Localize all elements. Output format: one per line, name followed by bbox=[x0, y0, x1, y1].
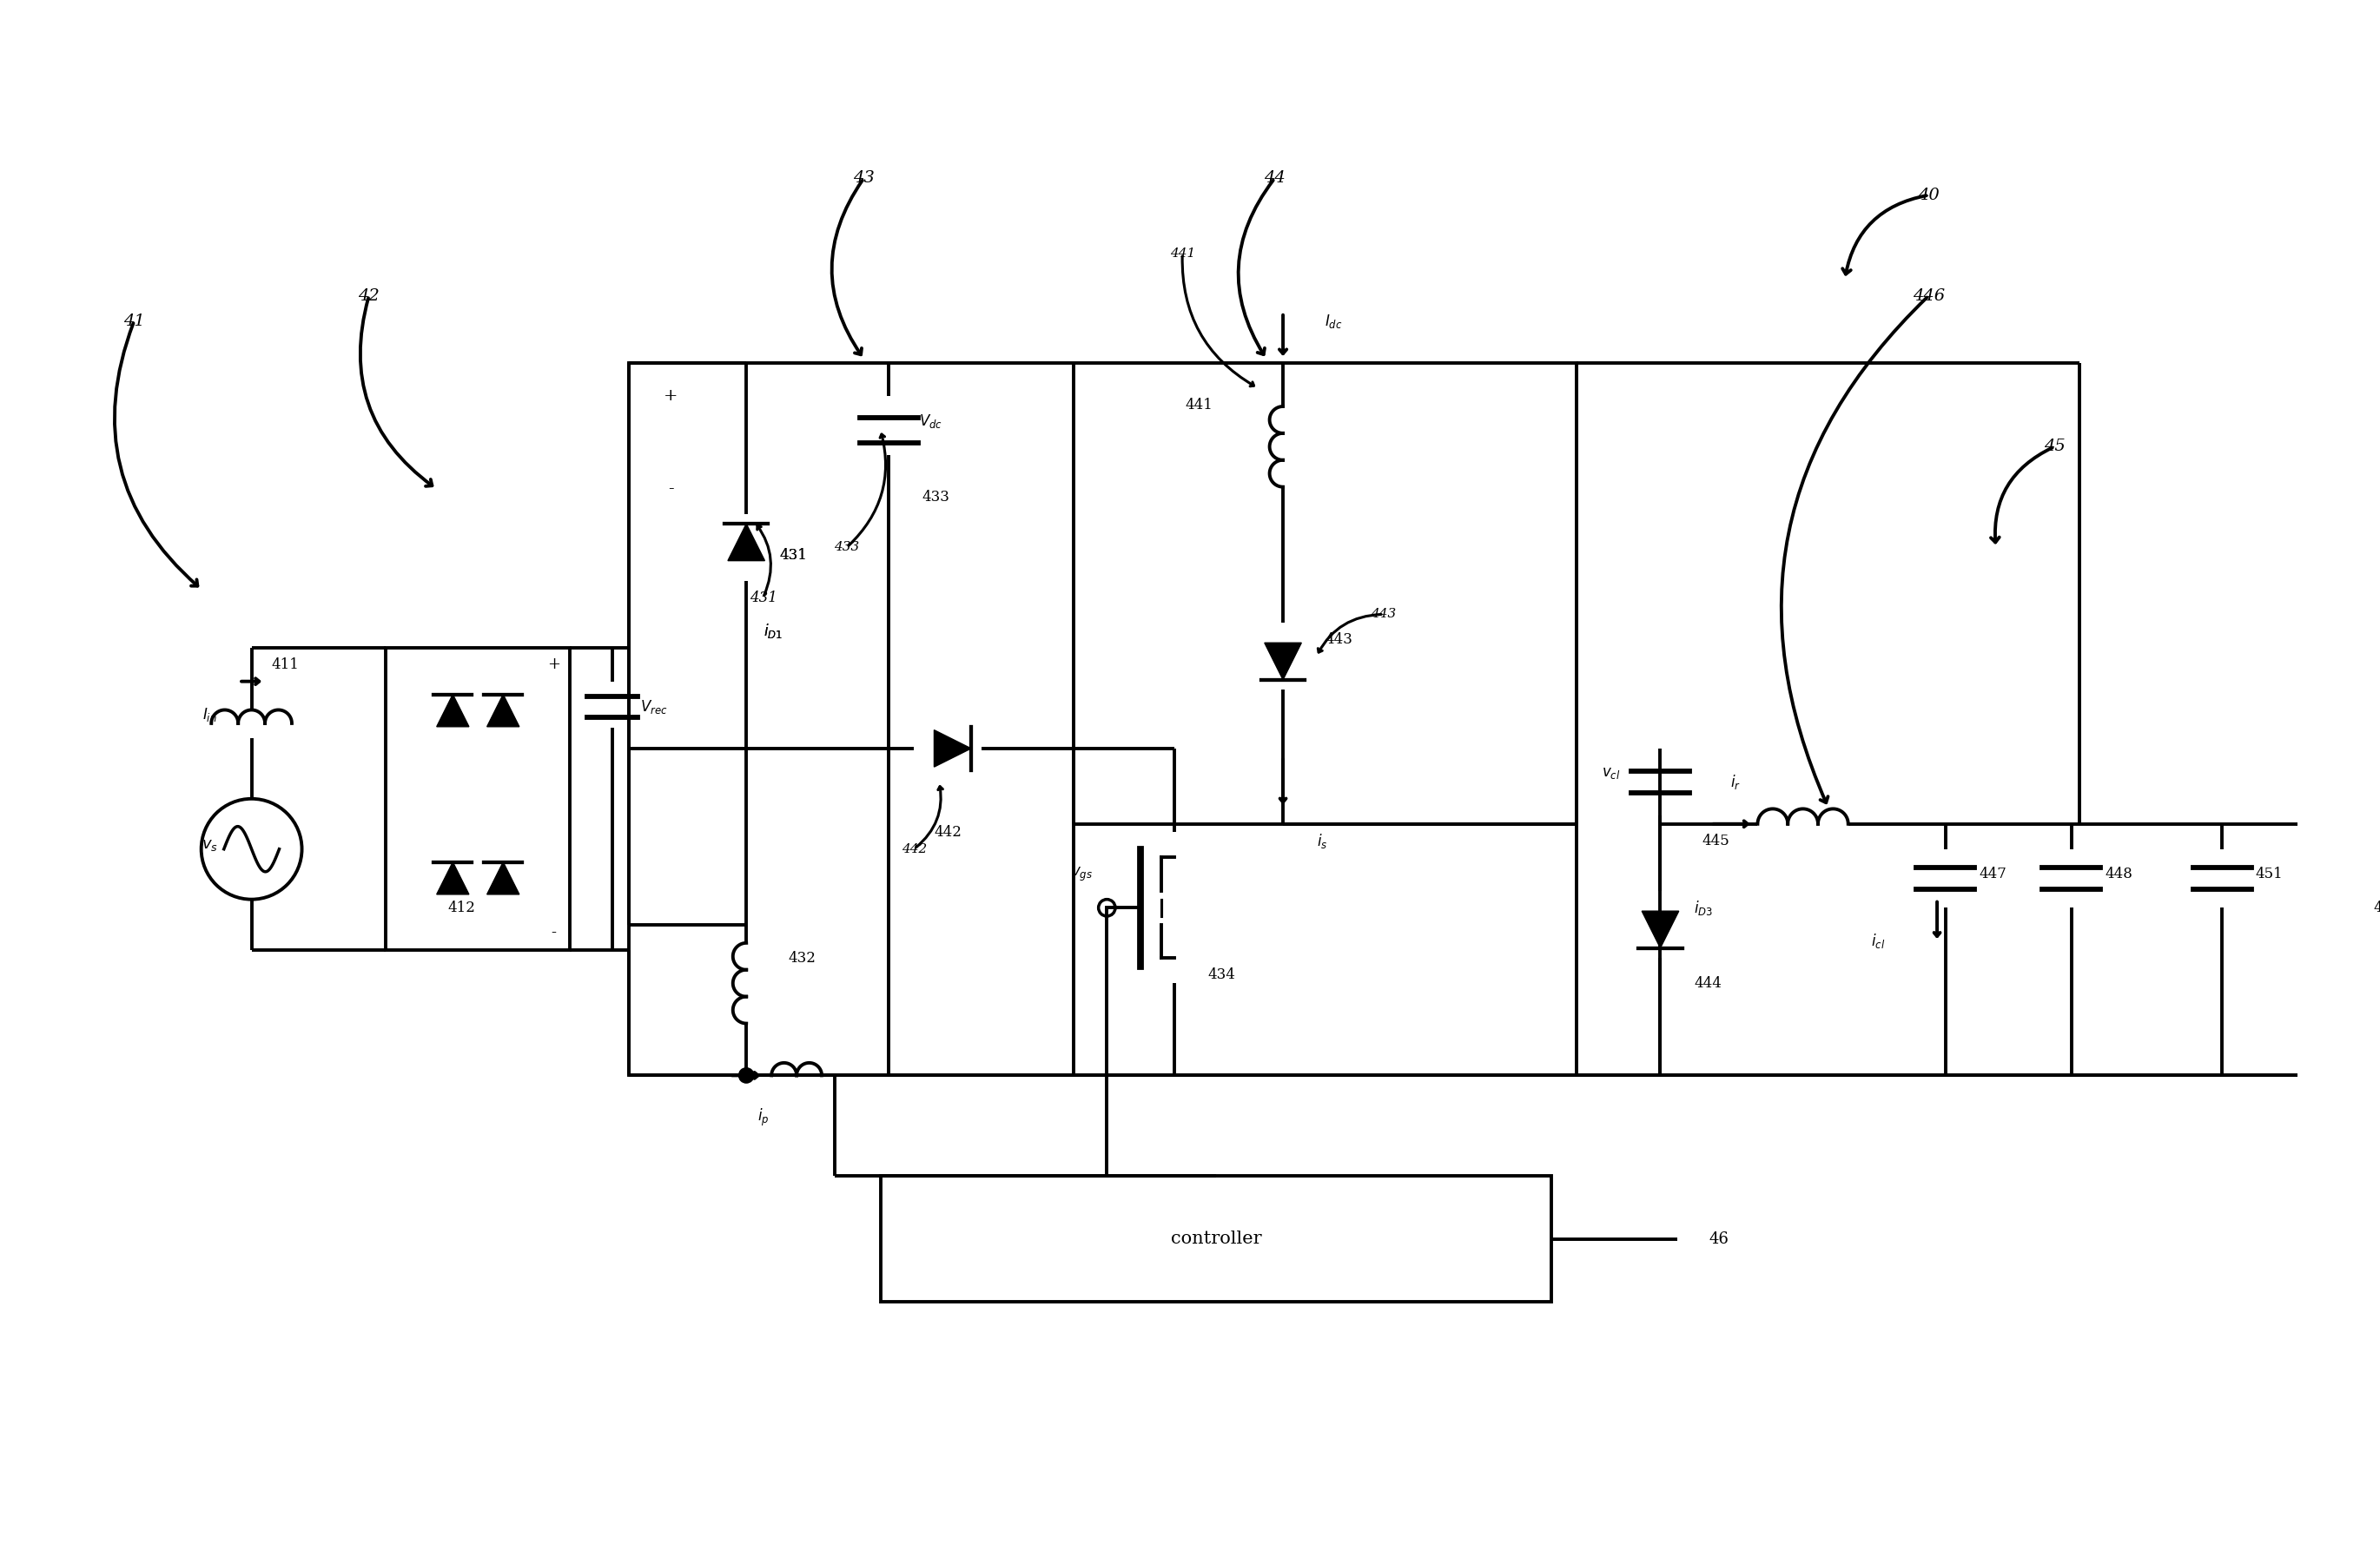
Text: $i_{D1}$: $i_{D1}$ bbox=[764, 622, 783, 640]
Text: $i_{D3}$: $i_{D3}$ bbox=[1695, 899, 1714, 917]
Text: 445: 445 bbox=[1702, 834, 1730, 848]
Text: $v_s$: $v_s$ bbox=[202, 837, 219, 852]
Text: 441: 441 bbox=[1169, 247, 1195, 260]
Text: 448: 448 bbox=[2104, 866, 2132, 882]
Circle shape bbox=[738, 1068, 754, 1082]
Text: 444: 444 bbox=[1695, 976, 1721, 990]
Text: +: + bbox=[547, 657, 559, 673]
Text: $i_p$: $i_p$ bbox=[757, 1107, 769, 1128]
Text: 442: 442 bbox=[933, 824, 962, 840]
Text: $I_{dc}$: $I_{dc}$ bbox=[1326, 313, 1342, 330]
Text: 44: 44 bbox=[1264, 170, 1285, 186]
Text: 46: 46 bbox=[1709, 1231, 1728, 1247]
Bar bbox=[386, 647, 571, 949]
Text: -: - bbox=[669, 480, 674, 496]
Text: 45: 45 bbox=[2044, 439, 2066, 455]
Polygon shape bbox=[728, 524, 764, 560]
Text: $i_{D1}$: $i_{D1}$ bbox=[764, 622, 783, 640]
Polygon shape bbox=[436, 694, 469, 727]
Polygon shape bbox=[488, 862, 519, 895]
Text: $i_{cl}$: $i_{cl}$ bbox=[1871, 932, 1885, 951]
Text: 447: 447 bbox=[1980, 866, 2006, 882]
Text: 441: 441 bbox=[1185, 397, 1214, 413]
Polygon shape bbox=[1642, 912, 1678, 948]
Text: 451: 451 bbox=[2256, 866, 2282, 882]
Text: 431: 431 bbox=[781, 549, 807, 563]
Text: 431: 431 bbox=[750, 590, 776, 605]
Text: $V_{rec}$: $V_{rec}$ bbox=[640, 698, 669, 715]
Text: 446: 446 bbox=[1914, 288, 1944, 303]
Text: 42: 42 bbox=[359, 288, 381, 303]
Text: 412: 412 bbox=[447, 901, 476, 915]
Text: -: - bbox=[550, 924, 557, 940]
Bar bbox=[881, 1176, 1552, 1301]
Text: 443: 443 bbox=[1326, 632, 1352, 647]
Polygon shape bbox=[488, 694, 519, 727]
Text: 411: 411 bbox=[271, 657, 300, 673]
Polygon shape bbox=[933, 730, 971, 766]
Text: +: + bbox=[664, 388, 678, 404]
Text: 433: 433 bbox=[923, 490, 950, 504]
Text: 432: 432 bbox=[788, 951, 816, 965]
Polygon shape bbox=[436, 862, 469, 895]
Text: 433: 433 bbox=[835, 541, 859, 554]
Polygon shape bbox=[1264, 643, 1302, 680]
Bar bbox=[628, 363, 1576, 1076]
Text: 452: 452 bbox=[2373, 901, 2380, 915]
Text: $V_{dc}$: $V_{dc}$ bbox=[919, 413, 942, 430]
Text: $v_{gs}$: $v_{gs}$ bbox=[1071, 865, 1092, 884]
Text: $i_s$: $i_s$ bbox=[1316, 832, 1328, 849]
Text: 43: 43 bbox=[852, 170, 873, 186]
Text: 434: 434 bbox=[1207, 968, 1235, 982]
Text: $v_{cl}$: $v_{cl}$ bbox=[1602, 766, 1621, 780]
Text: 41: 41 bbox=[124, 313, 145, 328]
Text: 431: 431 bbox=[781, 549, 807, 563]
Text: $i_r$: $i_r$ bbox=[1730, 773, 1742, 791]
Text: $I_{in}$: $I_{in}$ bbox=[202, 707, 217, 724]
Text: 443: 443 bbox=[1371, 608, 1397, 621]
Text: controller: controller bbox=[1171, 1231, 1261, 1247]
Text: 40: 40 bbox=[1918, 188, 1940, 203]
Text: 442: 442 bbox=[902, 843, 926, 856]
